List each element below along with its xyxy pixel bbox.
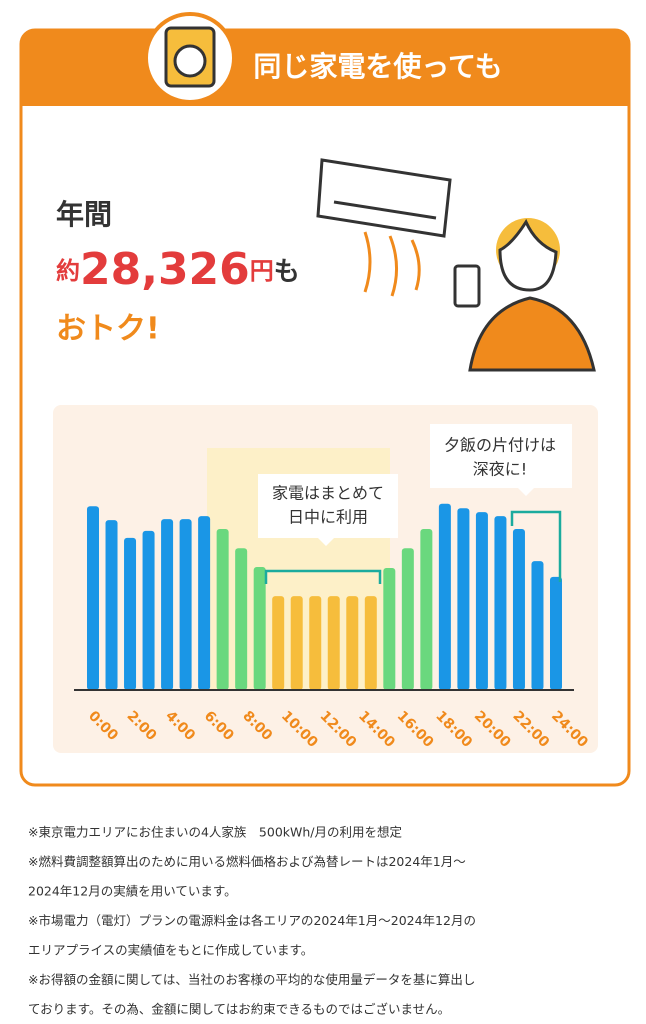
callout-night-line: 夕飯の片付けは (444, 436, 556, 455)
note-line: ※燃料費調整額算出のために用いる燃料価格および為替レートは2024年1月～ (28, 854, 466, 869)
prefix: 約 (56, 257, 80, 285)
air-conditioner (316, 158, 452, 238)
suffix: も (274, 257, 300, 287)
note-line: ※お得額の金額に関しては、当社のお客様の平均的な使用量データを基に算出し (28, 972, 475, 987)
bar (438, 503, 451, 690)
air-flow (363, 231, 421, 297)
bar (401, 548, 414, 690)
headline-line1: 年間 (56, 198, 112, 231)
bar (457, 508, 470, 690)
ac-vent (333, 200, 437, 220)
headline-line3: おトク! (56, 312, 160, 347)
callout-day-line: 日中に利用 (288, 508, 368, 527)
remote (453, 264, 481, 308)
bar (550, 576, 562, 690)
notes: ※東京電力エリアにお住まいの4人家族 500kWh/月の利用を想定 ※燃料費調整額… (28, 825, 476, 1017)
bar (346, 596, 359, 690)
callout-night (430, 424, 572, 496)
bar (216, 528, 229, 690)
note-line: ※市場電力（電灯）プランの電源料金は各エリアの2024年1月～2024年12月の (28, 913, 476, 928)
note-line: ※東京電力エリアにお住まいの4人家族 500kWh/月の利用を想定 (28, 825, 402, 840)
bars (87, 503, 562, 690)
bar (475, 512, 488, 690)
bar (309, 596, 322, 690)
bar (383, 567, 396, 690)
header-title: 同じ家電を使っても (253, 50, 502, 83)
bar (161, 519, 174, 690)
bar (179, 519, 192, 690)
bar (290, 596, 303, 690)
bar (87, 506, 99, 690)
bar (531, 561, 544, 690)
body (468, 296, 596, 372)
bar (235, 548, 248, 690)
bar (198, 516, 211, 690)
washer-door (173, 44, 207, 78)
bar (272, 596, 285, 690)
bar (494, 516, 507, 690)
callout-night-line: 深夜に! (473, 460, 527, 479)
illustration (316, 158, 596, 372)
headline-amount-line: 約28,326円も (56, 244, 300, 295)
bar (420, 528, 433, 690)
bracket-night (510, 510, 562, 582)
bar (253, 566, 266, 690)
callout-day-line: 家電はまとめて (272, 484, 384, 503)
bar (364, 596, 377, 690)
bar (327, 596, 340, 690)
unit: 円 (250, 257, 274, 285)
note-line: エリアプライスの実績値をもとに作成しています。 (28, 943, 313, 958)
bracket-day (264, 569, 382, 584)
face (498, 218, 558, 292)
bar (142, 530, 155, 690)
amount: 28,326 (80, 244, 250, 295)
callout-day (258, 474, 398, 546)
note-line: 2024年12月の実績を用いています。 (28, 884, 237, 899)
bar (124, 537, 137, 690)
note-line: ております。その為、金額に関してはお約束できるものではございません。 (28, 1002, 450, 1017)
bar (105, 520, 118, 690)
bar (512, 528, 525, 690)
